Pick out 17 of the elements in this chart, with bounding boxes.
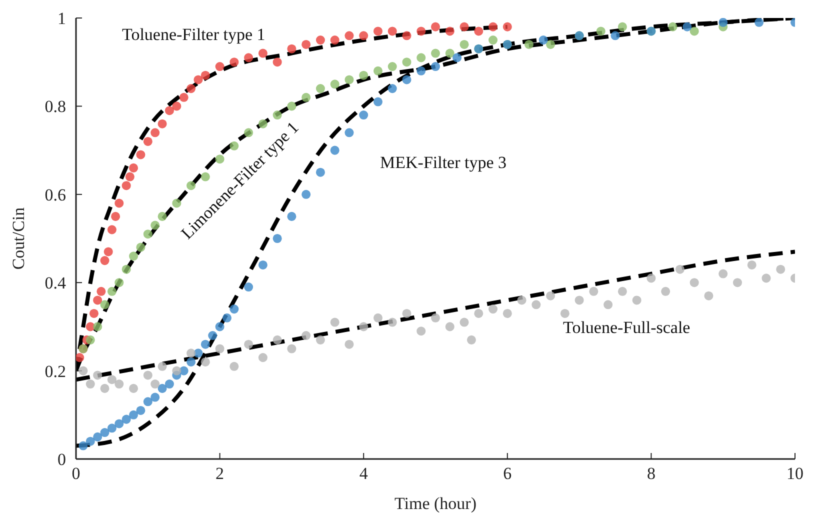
x-tick-label: 10 xyxy=(786,464,804,484)
x-tick-label: 6 xyxy=(503,464,512,484)
y-tick-label: 1 xyxy=(58,9,66,28)
series-label: MEK-Filter type 3 xyxy=(380,153,507,172)
y-tick-label: 0.6 xyxy=(44,185,66,204)
x-tick-label: 0 xyxy=(72,464,80,484)
series-label: Toluene-Full-scale xyxy=(563,318,690,337)
x-tick-label: 2 xyxy=(216,464,224,484)
y-tick-label: 0 xyxy=(58,450,66,470)
x-tick-label: 4 xyxy=(359,464,368,484)
y-tick-label: 0.2 xyxy=(44,362,66,381)
y-tick-label: 0.4 xyxy=(44,274,66,293)
x-tick-label: 8 xyxy=(646,464,656,484)
y-axis-title: Cout/Cin xyxy=(9,206,28,270)
x-axis-title: Time (hour) xyxy=(394,494,477,513)
y-tick-label: 0.8 xyxy=(44,97,66,116)
series-label: Toluene-Filter type 1 xyxy=(122,25,266,44)
